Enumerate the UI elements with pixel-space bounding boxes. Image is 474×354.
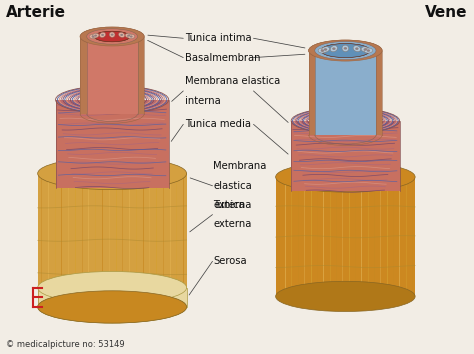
Ellipse shape [125, 33, 132, 38]
Text: Membrana elastica: Membrana elastica [185, 76, 281, 86]
Text: elastica: elastica [213, 181, 252, 191]
Ellipse shape [342, 45, 349, 52]
Ellipse shape [127, 35, 130, 37]
Ellipse shape [321, 44, 370, 58]
Ellipse shape [80, 27, 144, 46]
Polygon shape [276, 177, 415, 296]
Ellipse shape [324, 48, 327, 51]
Text: Serosa: Serosa [213, 256, 247, 266]
Ellipse shape [276, 162, 415, 192]
Text: © medicalpicture no: 53149: © medicalpicture no: 53149 [6, 340, 125, 349]
Ellipse shape [37, 157, 187, 190]
Ellipse shape [80, 27, 144, 46]
Ellipse shape [330, 46, 337, 52]
Ellipse shape [92, 33, 99, 38]
Ellipse shape [111, 34, 114, 36]
Ellipse shape [94, 31, 130, 42]
Ellipse shape [94, 35, 97, 37]
Ellipse shape [276, 281, 415, 312]
Ellipse shape [87, 29, 137, 44]
Ellipse shape [90, 34, 97, 39]
Ellipse shape [109, 32, 115, 37]
Ellipse shape [321, 49, 324, 52]
Ellipse shape [101, 34, 104, 36]
Ellipse shape [315, 41, 376, 60]
Ellipse shape [318, 48, 327, 53]
Ellipse shape [37, 291, 187, 323]
Ellipse shape [315, 41, 376, 60]
Ellipse shape [94, 31, 130, 42]
Ellipse shape [366, 49, 370, 52]
Ellipse shape [309, 40, 382, 61]
Ellipse shape [364, 48, 367, 51]
Ellipse shape [321, 47, 329, 52]
Text: Tunica intima: Tunica intima [185, 33, 252, 43]
Ellipse shape [128, 34, 135, 39]
Polygon shape [37, 173, 187, 307]
Text: externa: externa [213, 200, 252, 210]
Text: Membrana: Membrana [213, 161, 267, 171]
Ellipse shape [120, 34, 123, 36]
Ellipse shape [309, 40, 382, 61]
Ellipse shape [91, 35, 94, 38]
Text: Vene: Vene [425, 5, 468, 20]
Ellipse shape [148, 297, 151, 298]
Ellipse shape [100, 32, 106, 38]
Text: Basalmembran: Basalmembran [185, 53, 261, 63]
Ellipse shape [97, 297, 100, 298]
Ellipse shape [37, 291, 187, 323]
Ellipse shape [37, 272, 187, 304]
Text: Tunica: Tunica [213, 200, 245, 210]
Ellipse shape [355, 47, 358, 50]
Ellipse shape [321, 44, 370, 58]
Polygon shape [87, 36, 137, 114]
Ellipse shape [130, 35, 133, 38]
Ellipse shape [73, 297, 76, 298]
Text: Tunica media: Tunica media [185, 119, 251, 129]
Polygon shape [291, 121, 400, 191]
Ellipse shape [87, 29, 137, 44]
Polygon shape [309, 51, 382, 135]
Ellipse shape [353, 46, 361, 52]
Polygon shape [315, 51, 376, 135]
Ellipse shape [118, 33, 125, 38]
Ellipse shape [344, 47, 347, 50]
Polygon shape [37, 288, 187, 307]
Ellipse shape [361, 47, 369, 52]
Text: externa: externa [213, 219, 252, 229]
Text: interna: interna [185, 96, 221, 106]
Polygon shape [80, 36, 144, 114]
Ellipse shape [364, 48, 373, 53]
Ellipse shape [332, 47, 336, 50]
Polygon shape [55, 100, 169, 188]
Ellipse shape [125, 297, 128, 298]
Text: Arterie: Arterie [6, 5, 66, 20]
